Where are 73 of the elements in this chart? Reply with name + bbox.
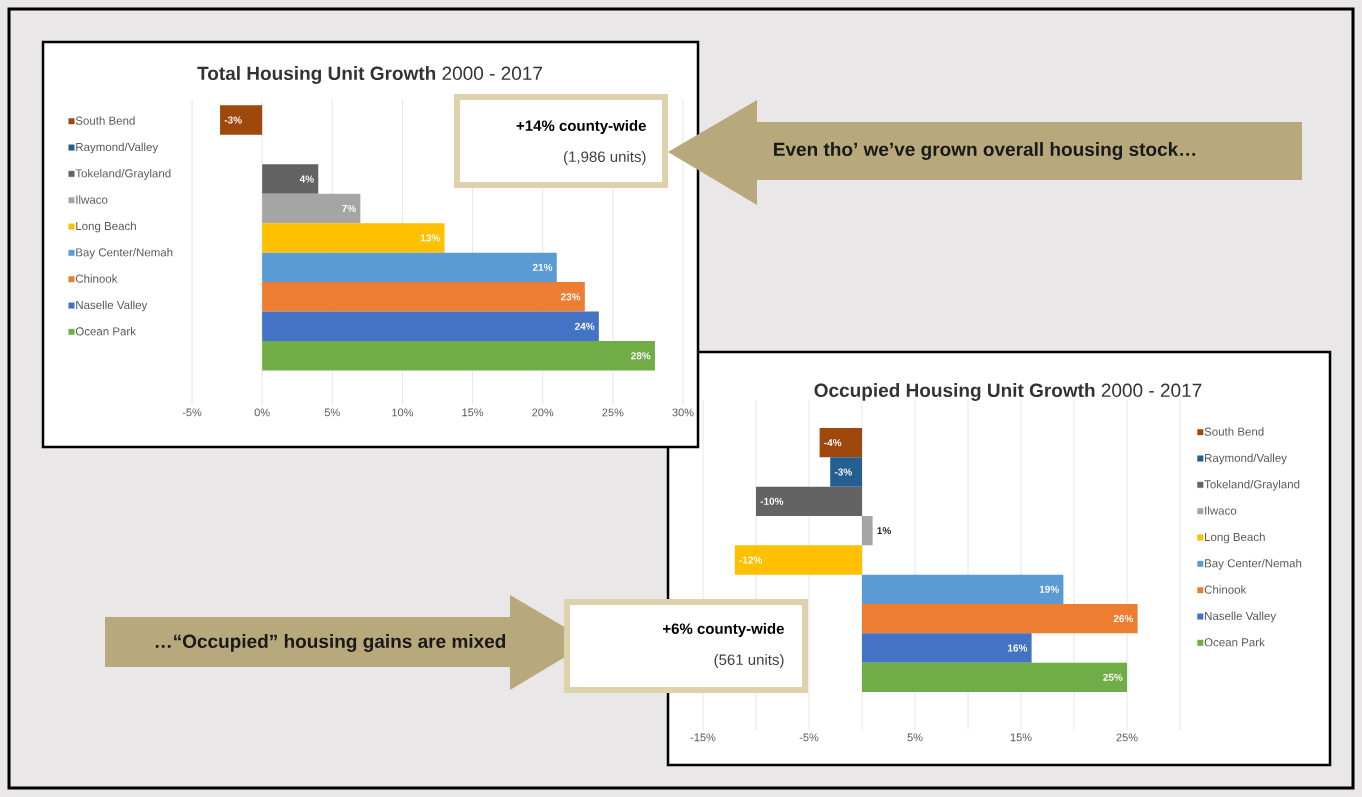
legend-label: Chinook xyxy=(1204,585,1247,594)
bar xyxy=(862,603,1138,634)
data-label: 1% xyxy=(877,527,891,535)
legend-label: Chinook xyxy=(75,274,118,283)
legend-label: Naselle Valley xyxy=(76,300,148,312)
data-label: 26% xyxy=(1113,615,1134,623)
legend-label: Raymond/Valley xyxy=(1205,453,1287,465)
bar xyxy=(819,427,863,458)
bar xyxy=(220,105,263,135)
annotation: (561 units) xyxy=(714,654,784,668)
data-label: 21% xyxy=(532,263,553,271)
legend-label: Long Beach xyxy=(76,221,136,233)
x-tick-label: 20% xyxy=(532,408,554,417)
x-tick-label: -5% xyxy=(799,733,819,742)
data-label: 24% xyxy=(574,322,595,330)
bar xyxy=(262,311,599,342)
bar xyxy=(262,223,445,253)
legend-label: Bay Center/Nemah xyxy=(76,247,173,259)
data-label: -4% xyxy=(824,439,842,447)
legend-label: Tokeland/Grayland xyxy=(1204,479,1300,491)
x-tick-label: 5% xyxy=(324,408,340,417)
bar xyxy=(262,282,585,312)
annotation: +6% county-wide xyxy=(663,623,784,637)
chart-title: Total Housing Unit Growth 2000 - 2017 xyxy=(197,66,542,84)
x-tick-label: 0% xyxy=(254,408,270,417)
bar xyxy=(862,515,873,546)
x-tick-label: -5% xyxy=(182,408,202,417)
x-tick-label: 30% xyxy=(672,408,694,417)
bar xyxy=(862,633,1032,663)
legend-label: Ilwaco xyxy=(76,195,108,204)
legend-label: Naselle Valley xyxy=(1205,611,1277,623)
text: Even tho’ we’ve grown overall housing stock… xyxy=(774,142,1196,160)
x-tick-label: 15% xyxy=(1010,733,1032,742)
data-label: -12% xyxy=(739,556,763,564)
data-label: 19% xyxy=(1039,585,1059,593)
legend-label: Bay Center/Nemah xyxy=(1205,558,1302,570)
legend-label: Ocean Park xyxy=(75,326,137,336)
x-tick-label: 10% xyxy=(392,408,414,417)
bar xyxy=(262,252,557,283)
annotation: +14% county-wide xyxy=(516,120,646,134)
x-tick-label: 15% xyxy=(462,408,484,417)
bar xyxy=(262,193,361,224)
legend-label: Long Beach xyxy=(1205,532,1265,544)
data-label: -10% xyxy=(760,497,784,505)
data-label: 28% xyxy=(631,352,651,360)
chart-title: Occupied Housing Unit Growth 2000 - 2017 xyxy=(814,383,1202,401)
data-label: 4% xyxy=(299,175,314,183)
legend-label: Raymond/Valley xyxy=(76,142,159,154)
bar xyxy=(262,341,655,371)
x-tick-label: 25% xyxy=(1116,733,1138,742)
data-label: 25% xyxy=(1103,673,1123,681)
annotation: (1,986 units) xyxy=(564,151,646,165)
bar xyxy=(756,486,863,516)
legend-label: Ocean Park xyxy=(1204,637,1265,647)
text: …“Occupied” housing gains are mixed xyxy=(155,634,506,652)
data-label: 23% xyxy=(560,293,581,301)
bar xyxy=(262,164,319,194)
x-tick-label: -15% xyxy=(690,733,716,742)
legend-label: Ilwaco xyxy=(1205,506,1237,515)
legend-label: South Bend xyxy=(75,116,135,125)
data-label: 7% xyxy=(342,204,356,212)
x-tick-label: 25% xyxy=(602,408,624,417)
bar xyxy=(862,574,1064,604)
data-label: -3% xyxy=(834,468,852,476)
bar xyxy=(830,457,863,487)
legend-label: South Bend xyxy=(1204,427,1264,436)
bar xyxy=(734,545,863,575)
x-tick-label: 5% xyxy=(907,733,923,742)
data-label: 16% xyxy=(1008,644,1028,652)
data-label: -3% xyxy=(224,116,242,124)
legend-label: Tokeland/Grayland xyxy=(75,168,171,180)
data-label: 13% xyxy=(420,234,441,242)
bar xyxy=(862,662,1127,692)
